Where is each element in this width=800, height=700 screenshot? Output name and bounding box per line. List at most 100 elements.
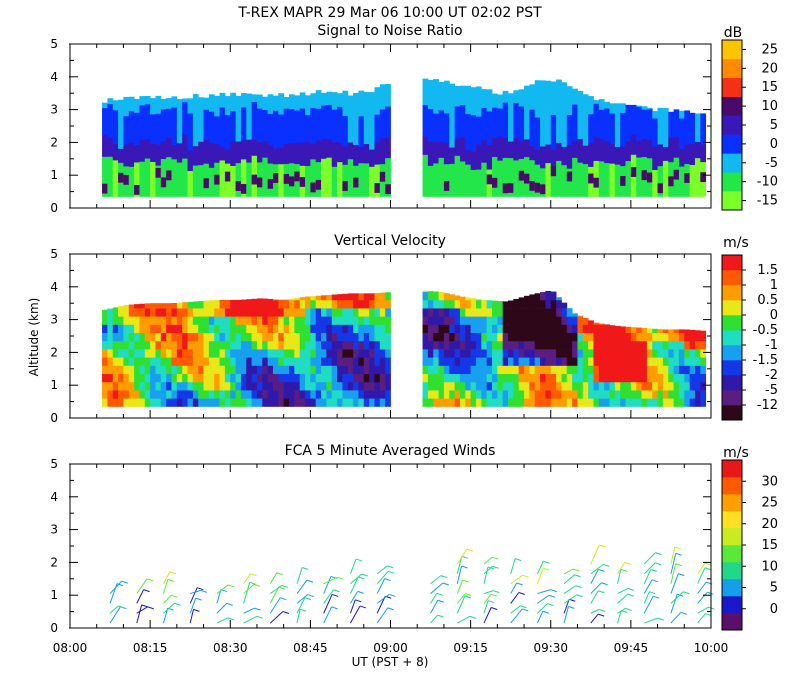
snr-cell [112,110,119,144]
velocity-cell [283,365,290,375]
velocity-cell [572,313,578,317]
velocity-cell [321,390,327,399]
velocity-cell [598,365,605,375]
velocity-cell [513,381,520,391]
snr-cell [321,105,327,139]
snr-cell [150,114,156,144]
velocity-cell [518,299,525,309]
velocity-cell [272,398,279,407]
snr-cell [508,141,514,159]
velocity-cell [433,381,439,391]
velocity-cell [524,357,530,366]
velocity-cell [315,365,322,375]
snr-cell [160,140,167,160]
velocity-cell [491,300,498,309]
snr-cell [321,158,327,197]
snr-cell [604,101,610,109]
velocity-cell [459,373,466,383]
wind-barb [510,582,518,594]
velocity-cell [219,365,226,375]
velocity-cell [427,373,434,383]
wind-barb-flag [516,582,523,586]
velocity-cell [363,293,370,301]
wind-barb-flag [436,592,443,596]
velocity-cell [331,381,338,391]
velocity-cell [673,381,680,391]
snr-cell [422,136,429,155]
velocity-cell [673,349,680,358]
velocity-cell [310,296,317,301]
velocity-cell [347,340,354,350]
snr-cell-strong [214,174,220,185]
wind-barb [296,597,306,614]
velocity-cell [646,390,653,399]
colorbar-swatch [722,477,742,495]
velocity-cell [550,340,557,350]
velocity-cell [556,340,562,350]
velocity-cell [657,373,664,383]
velocity-cell [176,332,183,342]
velocity-cell [529,365,536,375]
velocity-cell [598,323,605,325]
wind-barb-flag [167,578,175,582]
velocity-cell [294,365,301,375]
wind-barb-flag [276,572,283,576]
colorbar-swatch [722,58,742,79]
velocity-cell [646,328,653,334]
velocity-cell [235,398,242,407]
velocity-cell [518,365,525,375]
velocity-cell [144,303,151,309]
snr-cell [230,165,236,197]
velocity-cell [449,390,455,399]
snr-cell [240,159,247,197]
velocity-cell [358,398,365,407]
snr-cell [534,80,541,118]
snr-cell [470,114,477,152]
snr-cell [176,99,183,110]
x-tick-label: 09:30 [533,641,568,655]
velocity-cell [342,316,349,325]
snr-cell [577,90,584,111]
velocity-cell [139,332,146,342]
snr-cell [315,90,322,109]
velocity-cell [513,373,520,383]
wind-barb-flag [520,605,527,609]
velocity-cell [160,365,167,375]
wind-barb-flag [469,615,477,619]
snr-cell [657,107,664,112]
velocity-cell [224,308,231,317]
snr-cell [374,142,381,165]
snr-cell [689,112,696,145]
velocity-cell [155,365,162,375]
snr-cell [700,144,707,163]
velocity-cell [556,357,562,366]
velocity-cell [246,299,253,309]
velocity-cell [155,390,162,399]
velocity-cell [668,332,675,342]
velocity-cell [278,308,285,317]
velocity-cell [166,308,172,317]
velocity-cell [433,291,439,293]
velocity-cell [289,365,295,375]
velocity-cell [625,381,632,391]
wind-barb [296,579,308,594]
velocity-cell [139,365,146,375]
velocity-cell [614,357,621,366]
snr-cell-strong [240,183,247,194]
velocity-cell [203,300,210,309]
velocity-cell [321,332,327,342]
velocity-cell [272,308,279,317]
wind-barb-flag [655,552,662,556]
wind-barb [136,589,145,604]
velocity-cell [203,373,210,383]
velocity-cell [102,316,108,325]
snr-cell [694,141,701,159]
velocity-cell [224,349,231,358]
velocity-cell [123,308,130,317]
velocity-cell [208,332,215,342]
snr-cell-strong [374,183,381,193]
velocity-cell [481,308,488,317]
wind-barb [163,594,172,604]
velocity-cell [545,349,552,358]
velocity-cell [278,381,285,391]
